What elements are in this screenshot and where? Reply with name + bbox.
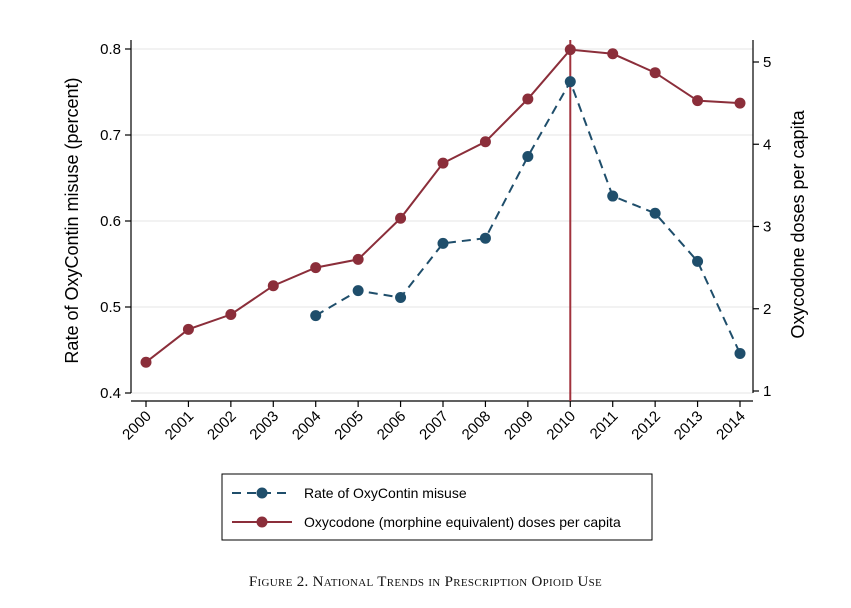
x-tick-label: 2011 <box>587 408 622 443</box>
x-tick-label: 2004 <box>289 408 325 444</box>
x-tick-label: 2013 <box>671 408 707 444</box>
y-right-tick-label: 1 <box>763 383 771 400</box>
oxycodone-data-point <box>310 262 322 274</box>
legend-swatch-marker <box>256 487 268 499</box>
legend-label: Oxycodone (morphine equivalent) doses pe… <box>304 514 621 530</box>
x-tick-label: 2007 <box>416 408 452 444</box>
x-tick-label: 2002 <box>204 408 240 444</box>
oxycodone-data-point <box>734 97 746 109</box>
gridlines <box>131 48 753 394</box>
y-right-tick-label: 5 <box>763 54 771 71</box>
series-points <box>140 44 746 368</box>
y-left-axis-title: Rate of OxyContin misuse (percent) <box>62 77 82 363</box>
misuse-data-point <box>649 207 661 219</box>
x-tick-label: 2012 <box>628 408 664 444</box>
misuse-data-point <box>310 310 322 322</box>
figure-caption: Figure 2. National Trends in Prescriptio… <box>248 574 603 590</box>
y-left-tick-label: 0.4 <box>100 385 121 402</box>
oxycodone-data-point <box>522 93 534 105</box>
misuse-data-point <box>734 347 746 359</box>
x-tick-label: 2001 <box>162 408 198 444</box>
misuse-data-point <box>522 151 534 162</box>
legend: Rate of OxyContin misuse Oxycodone (morph… <box>221 473 653 541</box>
x-tick-label: 2014 <box>713 408 749 444</box>
y-left-tick-label: 0.6 <box>100 213 121 230</box>
misuse-data-point <box>437 237 449 249</box>
y-left-tick-label: 0.8 <box>100 41 121 58</box>
misuse-data-point <box>352 285 364 297</box>
x-tick-label: 2003 <box>246 408 282 444</box>
misuse-data-point <box>479 232 491 244</box>
oxycodone-data-point <box>607 48 619 60</box>
y-left-tick-label: 0.5 <box>100 299 121 316</box>
legend-label: Rate of OxyContin misuse <box>304 485 467 501</box>
x-tick-label: 2009 <box>501 408 537 444</box>
misuse-data-point <box>564 76 576 88</box>
misuse-data-point <box>395 292 407 304</box>
axes: 0.4 0.5 0.6 0.7 0.8 1 2 3 4 5 2000 2001 2002 2003 2004… <box>62 40 808 443</box>
y-right-axis-title: Oxycodone doses per capita <box>788 109 808 338</box>
oxycodone-data-point <box>267 280 279 292</box>
x-tick-label: 2008 <box>459 408 495 444</box>
legend-box <box>221 473 653 541</box>
oxycodone-data-point <box>692 95 704 107</box>
oxycodone-data-point <box>140 356 152 368</box>
oxycodone-data-point <box>564 44 576 56</box>
x-tick-label: 2005 <box>331 408 367 444</box>
oxycodone-data-point <box>225 309 237 321</box>
oxycodone-data-point <box>395 212 407 224</box>
legend-swatch-marker <box>256 516 268 528</box>
oxycodone-data-point <box>479 136 491 148</box>
misuse-series-line <box>315 79 741 354</box>
misuse-data-point <box>607 190 619 202</box>
x-tick-label: 2006 <box>374 408 410 444</box>
y-right-tick-label: 4 <box>763 136 771 153</box>
misuse-data-point <box>692 255 704 267</box>
oxycodone-data-point <box>437 157 449 169</box>
y-right-tick-label: 3 <box>763 219 771 236</box>
x-tick-label: 2000 <box>119 408 155 444</box>
y-right-tick-label: 2 <box>763 301 771 318</box>
oxycodone-data-point <box>182 323 194 335</box>
oxycodone-data-point <box>352 253 364 265</box>
y-left-tick-label: 0.7 <box>100 127 121 144</box>
chart: 0.4 0.5 0.6 0.7 0.8 1 2 3 4 5 2000 2001 2002 2003 2004… <box>62 40 808 541</box>
oxycodone-data-point <box>649 67 661 79</box>
x-tick-label: 2010 <box>543 408 579 444</box>
